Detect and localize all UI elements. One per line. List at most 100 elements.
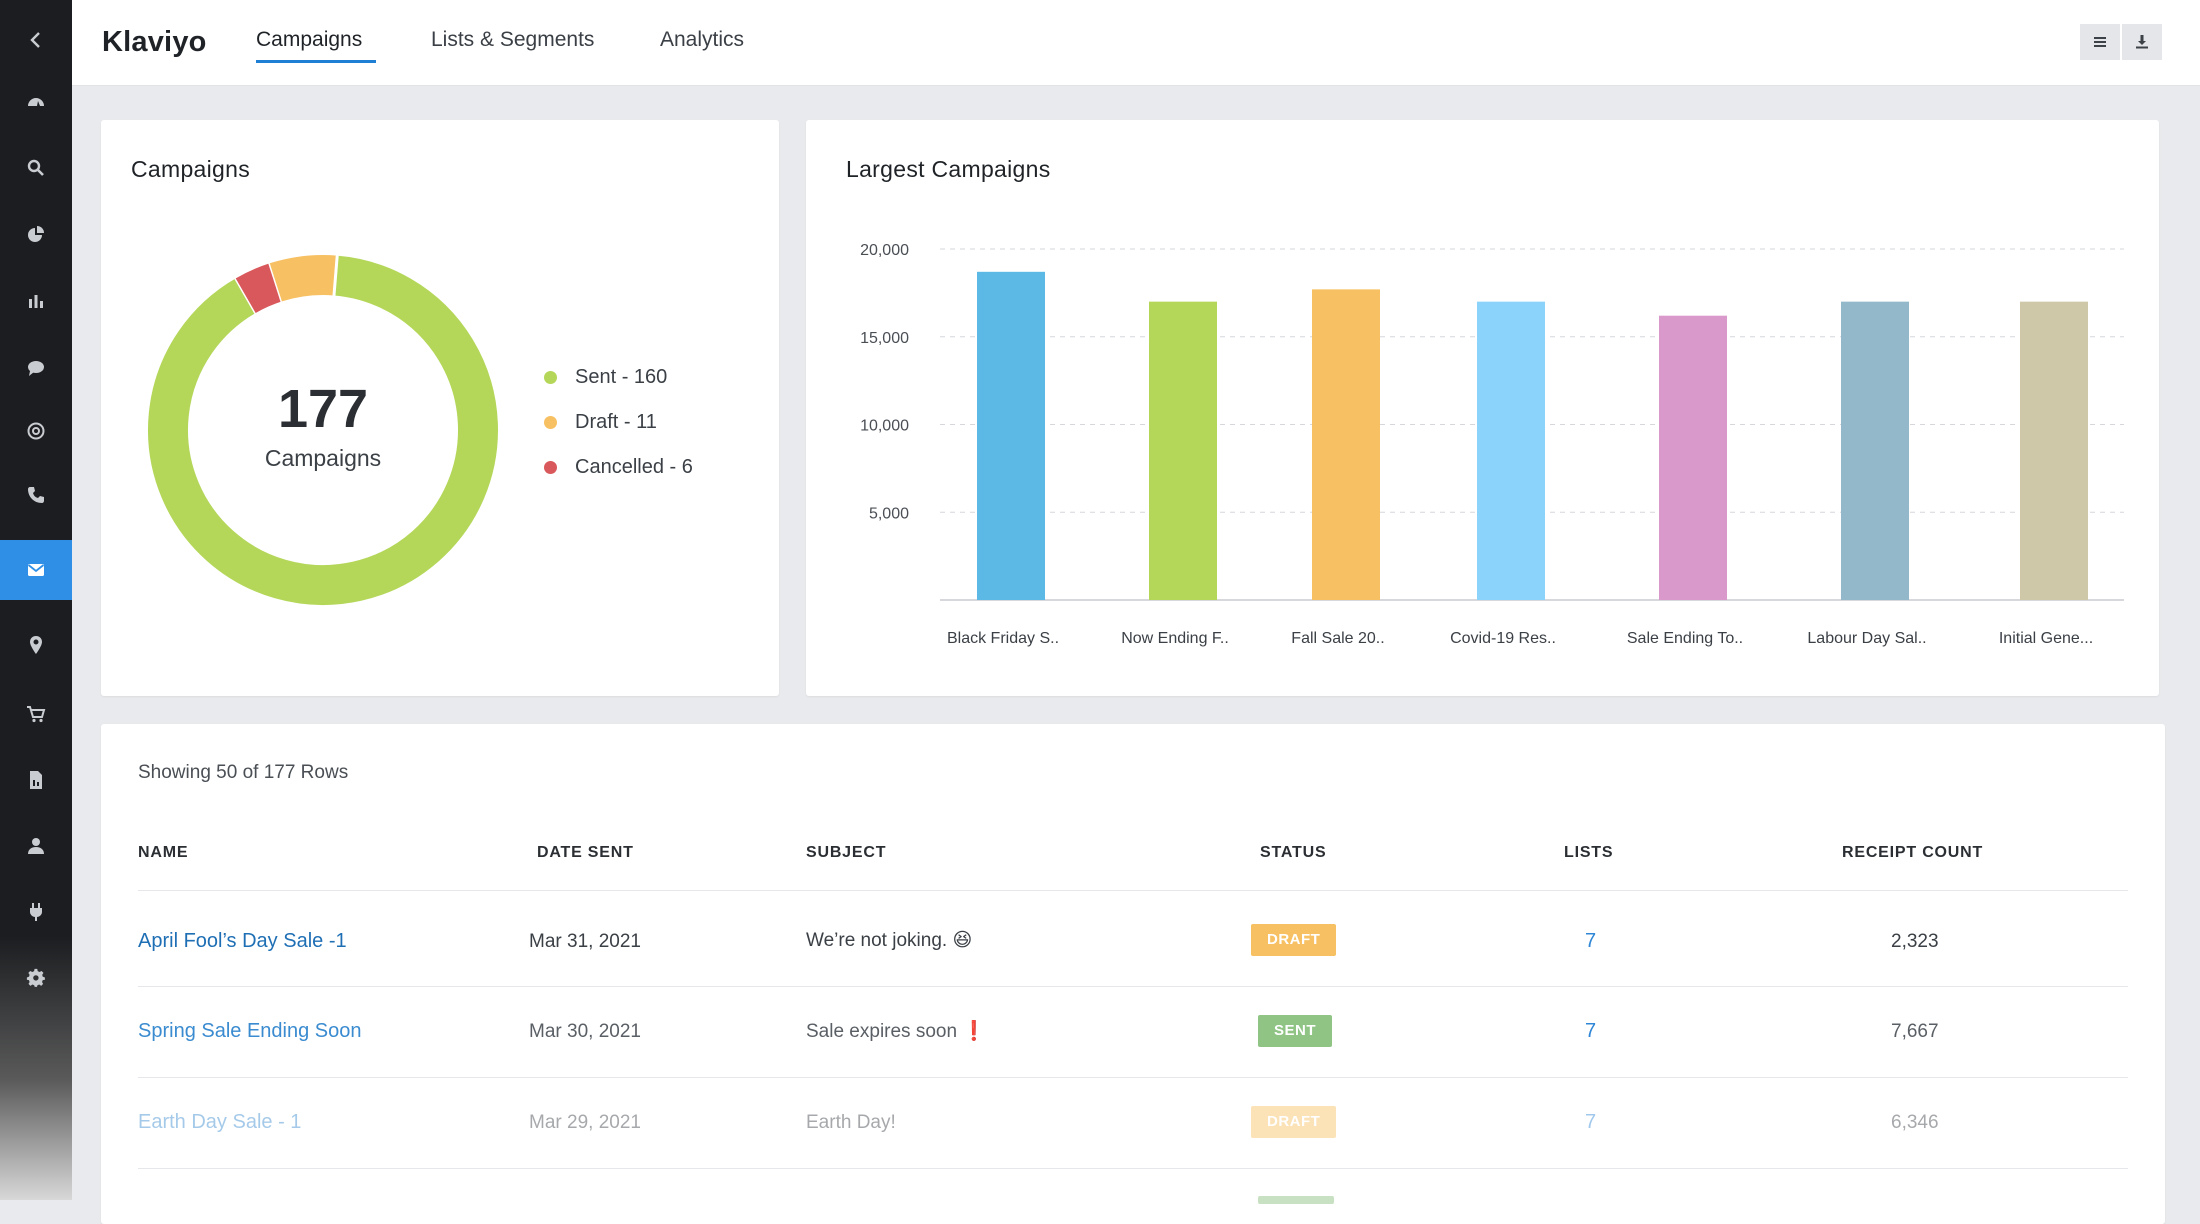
document-icon [30, 771, 42, 789]
receipt-count: 2,323 [1891, 931, 1939, 952]
legend-dot-sent [544, 371, 557, 384]
sidebar-item-locations[interactable] [0, 617, 72, 673]
x-tick-label: Sale Ending To.. [1627, 630, 1743, 647]
sidebar-item-messages[interactable] [0, 340, 72, 396]
tab-lists-segments[interactable]: Lists & Segments [431, 28, 595, 51]
x-tick-label: Covid-19 Res.. [1450, 630, 1556, 647]
view-options-button[interactable] [2080, 24, 2120, 60]
y-tick-label: 15,000 [860, 330, 909, 347]
export-button[interactable] [2122, 24, 2162, 60]
date-sent: Mar 31, 2021 [529, 931, 641, 952]
legend-label-draft: Draft - 11 [575, 411, 657, 433]
sidebar-item-profiles[interactable] [0, 818, 72, 874]
x-tick-label: Black Friday S.. [947, 630, 1059, 647]
sidebar-item-search[interactable] [0, 140, 72, 196]
lists-count-link[interactable]: 7 [1585, 1020, 1597, 1042]
column-header-date-sent[interactable]: DATE SENT [537, 844, 634, 861]
chart-title: Largest Campaigns [846, 156, 1051, 182]
dashboard-icon [28, 98, 44, 106]
next-row-status-badge [1258, 1196, 1334, 1204]
bar-chart-icon [29, 295, 43, 308]
x-tick-label: Labour Day Sal.. [1807, 630, 1926, 647]
bar[interactable] [1659, 315, 1727, 600]
bar[interactable] [1312, 289, 1380, 600]
location-pin-icon [30, 636, 42, 654]
summary-card-title: Campaigns [131, 156, 251, 182]
cart-icon [27, 706, 46, 723]
column-header-name[interactable]: NAME [138, 844, 189, 861]
table-header-divider [138, 890, 2128, 891]
campaign-name-link[interactable]: Earth Day Sale - 1 [138, 1111, 302, 1133]
largest-campaigns-bar-chart: 20,000 15,000 10,000 5,000 Black Friday S.. N… [860, 242, 2124, 647]
campaigns-donut-chart [148, 254, 498, 605]
date-sent: Mar 30, 2021 [529, 1021, 641, 1042]
lists-count-link[interactable]: 7 [1585, 930, 1597, 952]
lists-count-link[interactable]: 7 [1585, 1111, 1597, 1133]
legend-cancelled: Cancelled - 6 [544, 456, 693, 479]
download-icon [2136, 35, 2148, 49]
row-divider [138, 986, 2128, 987]
sidebar-item-sms[interactable] [0, 467, 72, 523]
legend-sent: Sent - 160 [544, 366, 667, 389]
brand-logo: Klaviyo [102, 26, 207, 58]
back-button[interactable] [0, 12, 72, 68]
legend-dot-cancelled [544, 461, 557, 474]
sidebar-item-ecommerce[interactable] [0, 686, 72, 742]
at-sign-icon [27, 422, 45, 440]
row-divider [138, 1077, 2128, 1078]
sidebar-item-integrations[interactable] [0, 884, 72, 940]
x-tick-label: Now Ending F.. [1121, 630, 1229, 647]
table-row-count: Showing 50 of 177 Rows [138, 762, 349, 783]
campaigns-table-card [101, 724, 2165, 1224]
donut-segment-sent[interactable] [148, 255, 498, 605]
donut-segment-cancelled[interactable] [235, 263, 283, 314]
y-tick-label: 5,000 [869, 505, 909, 522]
left-sidebar [0, 0, 72, 1200]
donut-segment-separator [332, 254, 339, 297]
donut-total-label: Campaigns [264, 445, 382, 471]
sidebar-item-analytics[interactable] [0, 273, 72, 329]
column-header-lists[interactable]: LISTS [1564, 844, 1614, 861]
donut-segment-draft[interactable] [269, 255, 338, 302]
legend-label-cancelled: Cancelled - 6 [575, 456, 693, 478]
campaign-name-link[interactable]: April Fool’s Day Sale -1 [138, 930, 347, 952]
menu-lines-icon [2094, 37, 2106, 47]
subject: Sale expires soon ❗ [806, 1021, 986, 1042]
sidebar-item-settings[interactable] [0, 950, 72, 1006]
y-tick-label: 20,000 [860, 242, 909, 259]
bar[interactable] [1477, 301, 1545, 600]
bar[interactable] [1149, 301, 1217, 600]
bar[interactable] [977, 271, 1045, 600]
sidebar-item-reports[interactable] [0, 207, 72, 263]
search-icon [27, 159, 44, 176]
status-badge: DRAFT [1251, 924, 1337, 956]
sidebar-item-campaigns[interactable] [0, 540, 72, 600]
subject: We’re not joking. 😆 [806, 930, 973, 951]
bar[interactable] [1841, 301, 1909, 600]
receipt-count: 7,667 [1891, 1021, 1939, 1042]
column-header-subject[interactable]: SUBJECT [806, 844, 887, 861]
campaign-name-link[interactable]: Spring Sale Ending Soon [138, 1020, 362, 1042]
column-header-status[interactable]: STATUS [1260, 844, 1327, 861]
chevron-left-icon [30, 32, 40, 48]
row-divider [138, 1168, 2128, 1169]
sidebar-item-signup-forms[interactable] [0, 403, 72, 459]
tab-campaigns[interactable]: Campaigns [256, 28, 363, 51]
subject: Earth Day! [806, 1112, 896, 1133]
sidebar-item-documents[interactable] [0, 752, 72, 808]
mail-icon [27, 564, 45, 576]
largest-campaigns-card: Largest Campaigns 20,000 15,000 10,000 5,00… [806, 120, 2159, 696]
status-badge: SENT [1258, 1015, 1333, 1047]
user-icon [28, 838, 44, 854]
sidebar-item-dashboard[interactable] [0, 74, 72, 130]
legend-label-sent: Sent - 160 [575, 366, 668, 388]
gear-icon [26, 968, 45, 987]
top-bar: Klaviyo Campaigns Lists & Segments Analy… [72, 0, 2200, 86]
tab-analytics[interactable]: Analytics [660, 28, 745, 51]
x-tick-label: Initial Gene... [1999, 630, 2093, 647]
status-badge: DRAFT [1251, 1106, 1337, 1138]
plug-icon [30, 903, 42, 921]
column-header-receipt-count[interactable]: RECEIPT COUNT [1842, 844, 1984, 861]
bar[interactable] [2020, 301, 2088, 600]
phone-icon [28, 487, 44, 503]
